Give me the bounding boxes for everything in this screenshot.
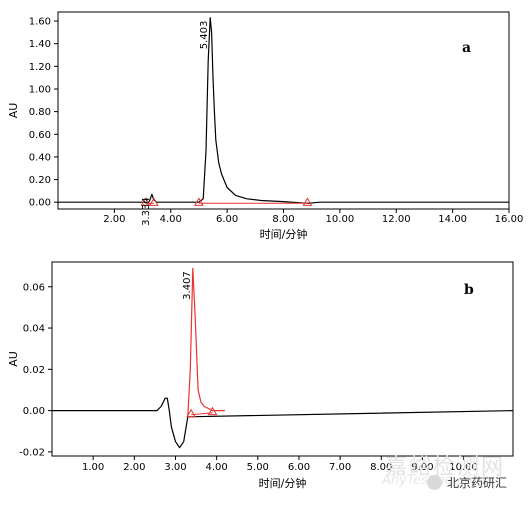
panel-label: a — [462, 40, 471, 56]
y-tick-label: 1.40 — [29, 39, 51, 50]
y-tick-label: 1.60 — [29, 17, 51, 28]
x-tick-label: 7.00 — [329, 462, 351, 473]
y-tick-label: 0.00 — [23, 406, 45, 417]
y-tick-label: 0.80 — [29, 107, 51, 118]
y-tick-label: 0.04 — [23, 324, 45, 335]
chromatogram-trace — [187, 267, 225, 417]
x-tick-label: 10.00 — [326, 214, 355, 225]
chart-panel-b: -0.02 0.00 0.02 0.04 0.06 1.00 2.00 3.00 4.00 5.0… — [7, 261, 514, 490]
y-tick-label: 1.20 — [29, 62, 51, 73]
y-tick-label: 0.60 — [29, 130, 51, 141]
x-tick-label: 4.00 — [160, 214, 182, 225]
baseline-marker-icon — [194, 197, 204, 206]
y-tick-label: 0.00 — [29, 198, 51, 209]
x-tick-label: 14.00 — [438, 214, 467, 225]
y-tick-label: 0.02 — [23, 365, 45, 376]
baseline-marker-icon — [302, 197, 313, 206]
x-tick-label: 8.00 — [272, 214, 294, 225]
baseline-marker-icon — [207, 406, 218, 416]
y-tick-label: 0.06 — [23, 282, 45, 293]
watermark-text-cn: 嘉峪检测网 — [385, 455, 506, 480]
chart-panel-a: 0.00 0.20 0.40 0.60 0.80 1.00 1.20 1.40 1.60 2.00… — [7, 11, 524, 241]
x-tick-label: 1.00 — [82, 462, 104, 473]
plot-frame — [57, 11, 510, 210]
x-tick-label: 9.00 — [411, 462, 433, 473]
y-tick-label: -0.02 — [19, 447, 45, 458]
x-tick-label: 8.00 — [370, 462, 392, 473]
y-tick-label: 0.20 — [29, 175, 51, 186]
x-tick-label: 6.00 — [288, 462, 310, 473]
y-axis-label: AU — [7, 351, 20, 367]
baseline-marker-icon — [148, 197, 159, 206]
x-axis-label: 时间/分钟 — [260, 227, 308, 241]
x-tick-label: 10.00 — [449, 462, 478, 473]
y-tick-label: 1.00 — [29, 84, 51, 95]
peak-label: 3.407 — [182, 271, 193, 300]
x-tick-label: 4.00 — [206, 462, 228, 473]
baseline-marker-icon — [140, 197, 151, 206]
baseline-marker-icon — [186, 408, 196, 418]
wechat-logo-icon — [427, 475, 442, 490]
panel-label: b — [464, 282, 474, 298]
watermark-brand: 北京药研汇 — [447, 476, 508, 490]
y-axis-label: AU — [7, 103, 20, 119]
x-tick-label: 5.00 — [247, 462, 269, 473]
chromatogram-trace — [58, 17, 509, 204]
chromatogram-trace — [52, 397, 514, 449]
x-tick-label: 2.00 — [103, 214, 125, 225]
x-tick-label: 2.00 — [123, 462, 145, 473]
plot-frame — [51, 261, 514, 457]
x-tick-label: 6.00 — [216, 214, 238, 225]
y-tick-label: 0.40 — [29, 152, 51, 163]
peak-label: 3.334 — [141, 197, 152, 226]
x-tick-label: 3.00 — [164, 462, 186, 473]
x-tick-label: 12.00 — [382, 214, 411, 225]
x-axis-label: 时间/分钟 — [259, 476, 307, 490]
x-tick-label: 16.00 — [495, 214, 524, 225]
peak-label: 5.403 — [199, 21, 210, 50]
